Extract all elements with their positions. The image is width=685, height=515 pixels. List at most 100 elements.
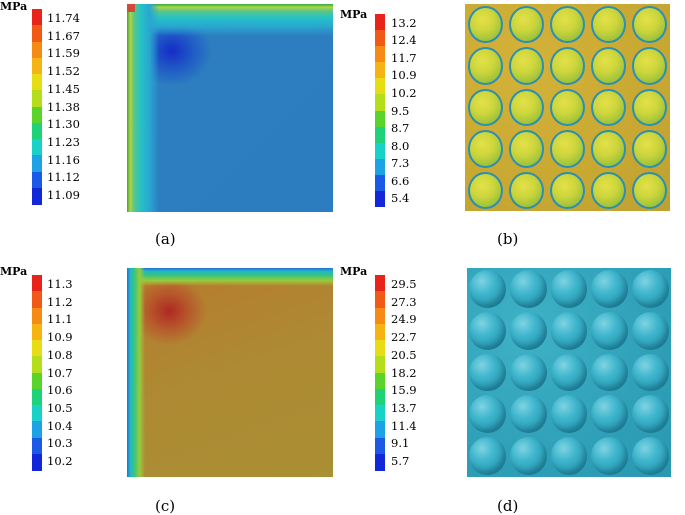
colorbar-tick-label: 10.2 [391,85,417,100]
stress-contour-plot [127,268,333,477]
colorbar-segment [375,291,385,308]
dimple [550,171,585,209]
colorbar-tick-label: 11.67 [47,28,80,43]
colorbar-segment [375,110,385,128]
colorbar-tick-label: 11.3 [47,276,73,291]
colorbar-tick-label: 11.52 [47,64,80,79]
colorbar-segment [32,291,42,308]
colorbar-tick-label: 13.7 [391,400,417,415]
colorbar-segment [32,421,42,438]
colorbar-segment [32,405,42,422]
colorbar-segment [32,41,42,59]
dimple [468,6,503,44]
colorbar-unit-label: MPa [340,265,368,278]
colorbar-segment [375,405,385,422]
colorbar-segment [32,340,42,357]
dimple [591,311,629,350]
colorbar-segment [32,106,42,124]
colorbar-tick-label: 10.9 [47,330,73,345]
figure-caption: (b) [497,230,519,248]
colorbar-tick-label: 13.2 [391,15,417,30]
colorbar [32,9,42,205]
colorbar-tick-label: 15.9 [391,383,417,398]
dimple [550,311,588,350]
colorbar-tick-label: 10.9 [391,68,417,83]
colorbar-tick-label: 8.0 [391,138,410,153]
colorbar-unit-label: MPa [0,0,28,13]
colorbar-segment [375,340,385,357]
dimple [550,6,585,44]
dimple [468,88,503,127]
colorbar-tick-label: 29.5 [391,276,417,291]
colorbar-segment [375,437,385,455]
colorbar-segment [375,14,385,31]
colorbar-segment [32,453,42,471]
colorbar-tick-label: 11.23 [47,134,80,149]
dimple [550,47,585,85]
colorbar-segment [32,139,42,156]
colorbar-tick-label: 11.16 [47,152,80,167]
colorbar-segment [32,307,42,325]
colorbar-tick-label: 11.09 [47,188,80,203]
colorbar-segment [375,372,385,390]
dimple [509,270,547,308]
dimple [469,437,506,475]
colorbar-segment [375,158,385,176]
dimple-surface-stress-map [467,268,671,477]
dimple [632,6,667,44]
colorbar-tick-label: 11.59 [47,46,80,61]
dimple [550,437,588,475]
dimple [509,47,544,85]
dimple [632,395,669,434]
dimple [591,395,629,434]
colorbar-segment [32,25,42,42]
colorbar-tick-label: 11.1 [47,312,73,327]
dimple [469,395,506,434]
colorbar-segment [32,155,42,172]
colorbar-tick-label: 24.9 [391,312,417,327]
dimple [591,270,629,308]
colorbar-tick-label: 6.6 [391,173,410,188]
figure-caption: (d) [497,497,519,515]
colorbar-segment [32,356,42,373]
dimple [468,130,503,168]
dimple [591,6,626,44]
colorbar-segment [375,94,385,111]
dimple [591,437,629,475]
dimple [509,6,544,44]
colorbar-segment [375,62,385,79]
colorbar-segment [32,187,42,205]
colorbar-unit-label: MPa [0,265,28,278]
colorbar-segment [375,307,385,325]
dimple [591,353,629,392]
dimple [509,437,547,475]
colorbar-segment [375,190,385,208]
colorbar-segment [32,388,42,406]
colorbar-tick-label: 12.4 [391,33,417,48]
colorbar-tick-label: 5.4 [391,191,410,206]
dimple [509,88,544,127]
dimple [632,88,667,127]
colorbar-tick-label: 5.7 [391,454,410,469]
colorbar-segment [32,372,42,390]
dimple [591,130,626,168]
colorbar-tick-label: 9.5 [391,103,410,118]
colorbar-tick-label: 11.12 [47,170,80,185]
colorbar-tick-label: 8.7 [391,121,410,136]
dimple-surface-stress-map [465,4,670,211]
colorbar-segment [375,30,385,47]
colorbar-tick-label: 11.38 [47,99,80,114]
dimple [469,270,506,308]
dimple [632,130,667,168]
dimple [468,47,503,85]
dimple [550,88,585,127]
colorbar-segment [375,323,385,341]
stress-contour-plot [127,4,333,212]
dimple [632,47,667,85]
colorbar-tick-label: 10.3 [47,436,73,451]
colorbar-segment [375,126,385,144]
colorbar-segment [32,275,42,292]
colorbar-tick-label: 18.2 [391,365,417,380]
dimple [632,311,669,350]
colorbar-tick-label: 10.5 [47,400,73,415]
